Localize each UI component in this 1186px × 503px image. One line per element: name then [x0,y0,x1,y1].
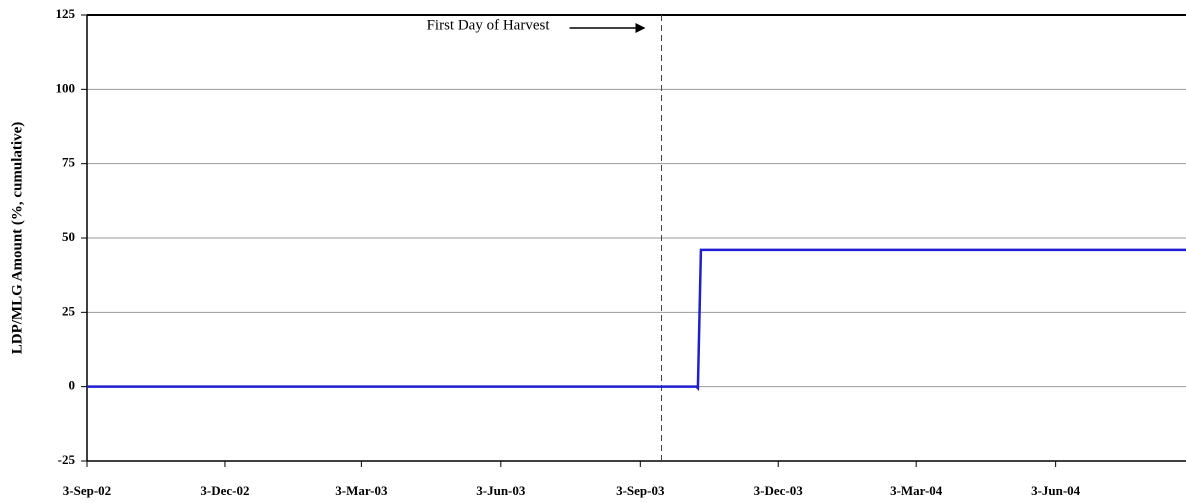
x-tick-label: 3-Jun-03 [476,483,526,498]
y-tick-label: 100 [56,80,76,95]
x-tick-label: 3-Mar-03 [335,483,388,498]
y-tick-label: 0 [69,378,76,393]
data-line [87,248,1186,392]
y-tick-label: 50 [62,229,75,244]
y-tick-label: 75 [62,155,76,170]
arrow-head [635,23,646,33]
y-tick-label: 25 [62,303,76,318]
annotation-text: First Day of Harvest [427,17,551,33]
y-tick-label: -25 [58,452,76,467]
x-tick-label: 3-Jun-04 [1031,483,1081,498]
x-tick-label: 3-Sep-03 [616,483,665,498]
y-axis-label: LDP/MLG Amount (%, cumulative) [9,122,25,355]
x-tick-label: 3-Sep-02 [63,483,111,498]
y-tick-label: 125 [56,6,76,21]
x-tick-label: 3-Mar-04 [890,483,943,498]
x-tick-label: 3-Dec-02 [200,483,249,498]
x-tick-label: 3-Dec-03 [754,483,804,498]
